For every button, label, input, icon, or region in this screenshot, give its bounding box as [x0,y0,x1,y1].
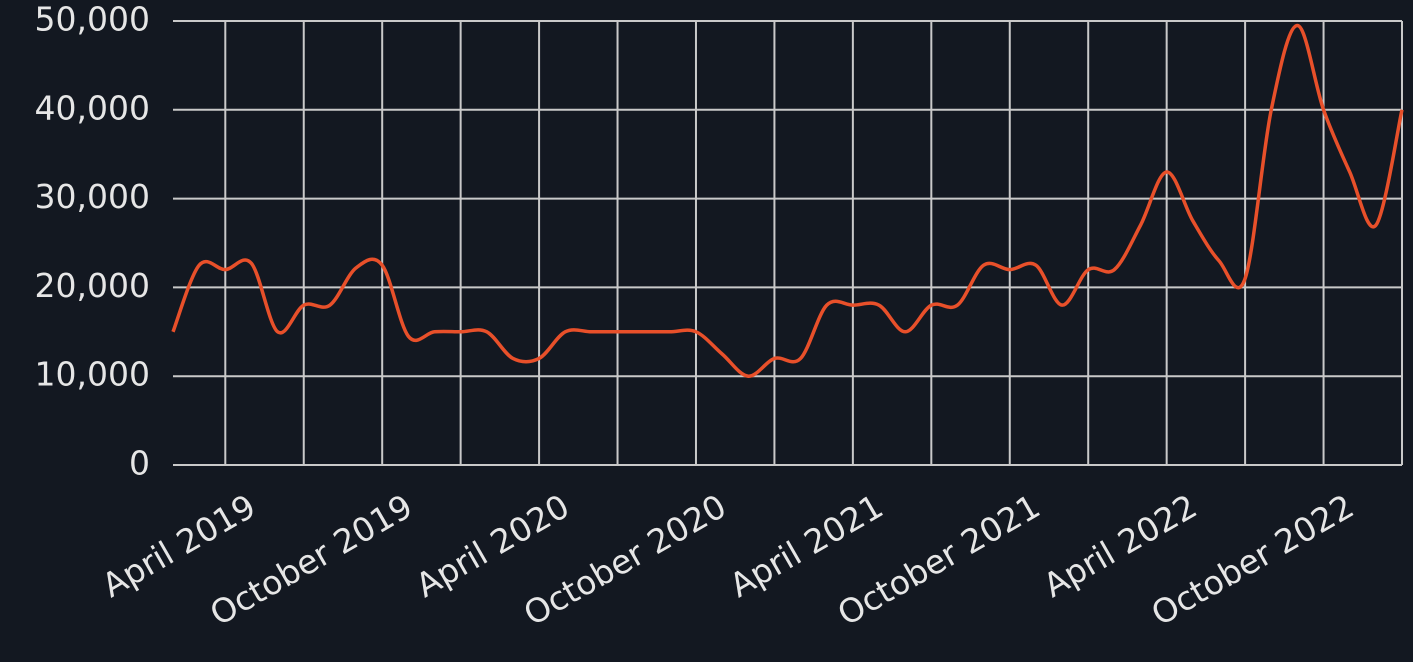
data-line [171,23,1404,378]
y-tick-label: 10,000 [35,355,150,394]
y-tick-label: 40,000 [35,88,150,127]
y-tick-label: 20,000 [35,266,150,305]
y-tick-label: 30,000 [35,177,150,216]
y-tick-label: 50,000 [35,0,150,39]
y-tick-label: 0 [129,444,150,483]
